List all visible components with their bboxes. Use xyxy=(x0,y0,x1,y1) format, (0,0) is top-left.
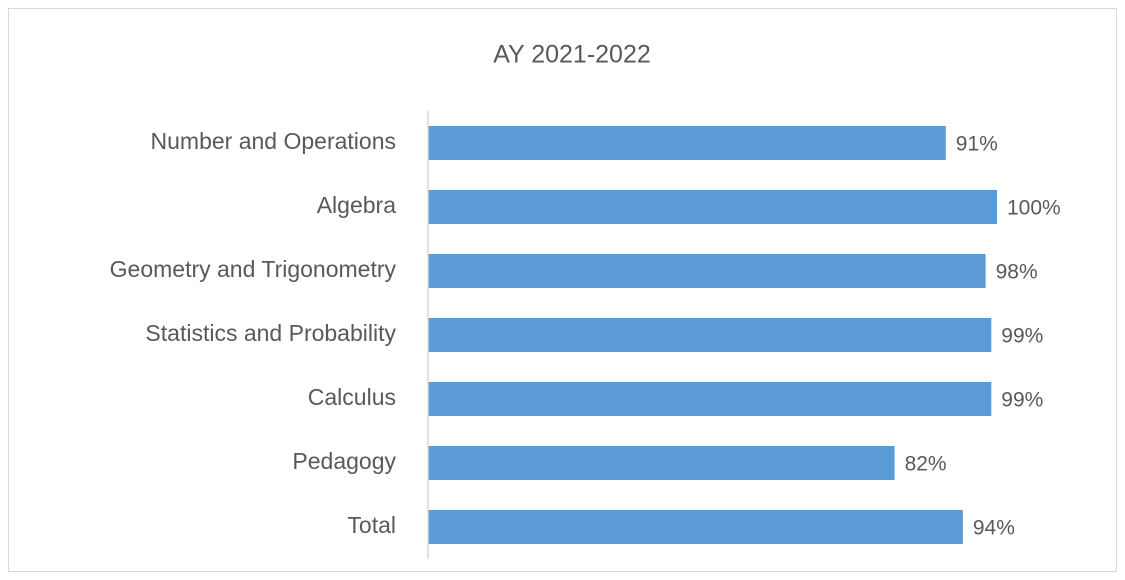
data-label: 99% xyxy=(1001,325,1043,348)
bar xyxy=(428,254,986,288)
data-label: 99% xyxy=(1001,389,1043,412)
y-tick-label: Calculus xyxy=(308,384,396,410)
data-label: 94% xyxy=(973,517,1015,540)
y-tick-label: Number and Operations xyxy=(151,128,396,154)
bar xyxy=(428,190,997,224)
bar xyxy=(428,382,992,416)
data-label: 91% xyxy=(956,133,998,156)
chart-title: AY 2021-2022 xyxy=(493,41,651,69)
bar xyxy=(428,318,992,352)
chart-frame xyxy=(8,8,1117,572)
y-tick-label: Total xyxy=(347,512,396,538)
bar xyxy=(428,446,895,480)
bar xyxy=(428,510,963,544)
y-tick-label: Statistics and Probability xyxy=(145,320,396,346)
data-label: 100% xyxy=(1007,197,1061,220)
bar xyxy=(428,126,946,160)
y-tick-label: Geometry and Trigonometry xyxy=(110,256,397,282)
data-label: 82% xyxy=(905,453,947,476)
y-tick-label: Pedagogy xyxy=(292,448,396,474)
data-label: 98% xyxy=(996,261,1038,284)
y-tick-label: Algebra xyxy=(317,192,396,218)
